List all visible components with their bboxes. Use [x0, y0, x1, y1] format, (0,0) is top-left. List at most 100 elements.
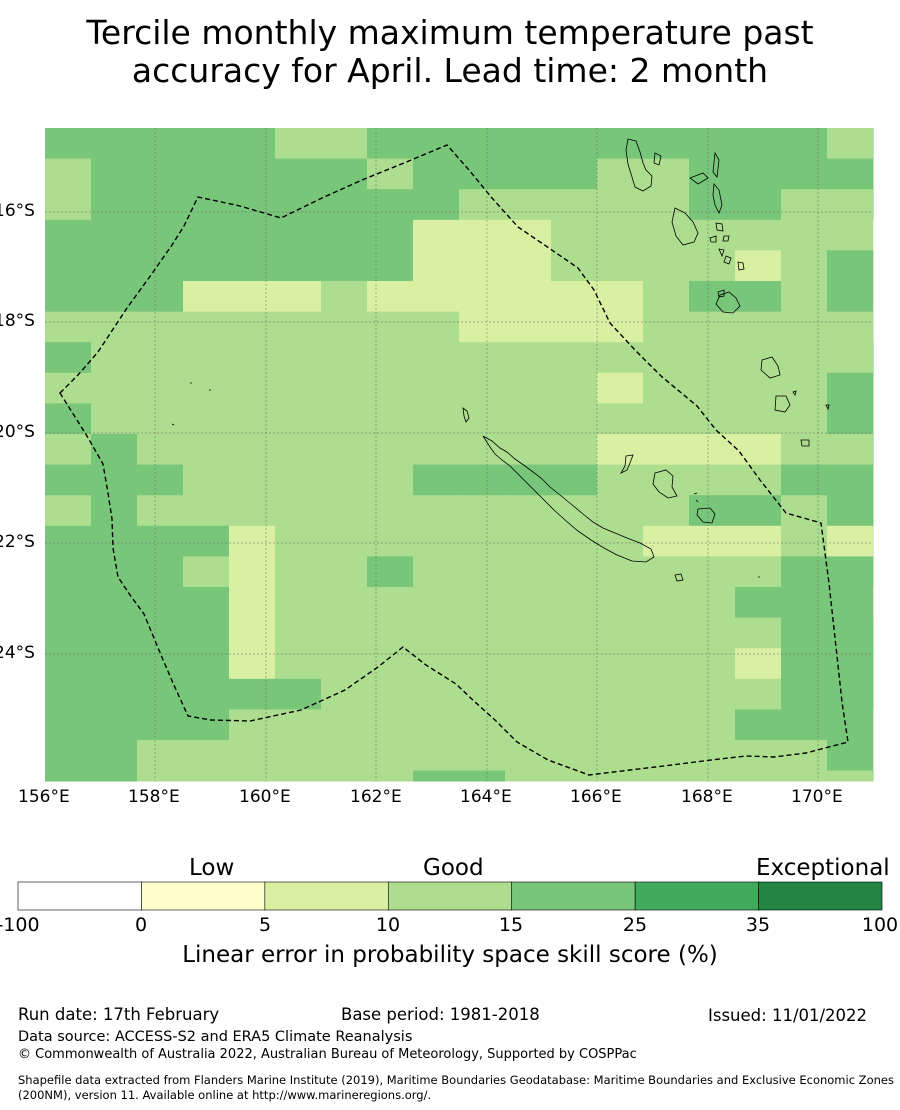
- grid-cell: [137, 158, 184, 190]
- grid-cell: [781, 678, 828, 710]
- grid-cell: [781, 617, 828, 649]
- grid-cell: [413, 250, 460, 282]
- grid-cell: [643, 311, 690, 343]
- grid-cell: [873, 740, 874, 772]
- grid-cell: [413, 648, 460, 680]
- grid-cell: [643, 372, 690, 404]
- map-title: Tercile monthly maximum temperature past…: [0, 14, 900, 90]
- grid-cell: [137, 342, 184, 374]
- grid-cell: [137, 678, 184, 710]
- grid-cell: [229, 648, 276, 680]
- grid-cell: [689, 250, 736, 282]
- grid-cell: [275, 434, 322, 466]
- grid-cell: [183, 311, 230, 343]
- grid-cell: [229, 770, 276, 782]
- grid-cell: [643, 740, 690, 772]
- pentecost-coastline: [712, 151, 720, 178]
- grid-cell: [551, 740, 598, 772]
- grid-cell: [459, 617, 506, 649]
- grid-cell: [643, 648, 690, 680]
- grid-cell: [505, 128, 552, 160]
- grid-cell: [459, 250, 506, 282]
- grid-cell: [505, 495, 552, 527]
- grid-cell: [873, 617, 874, 649]
- grid-cell: [137, 617, 184, 649]
- grid-cell: [735, 556, 782, 588]
- grid-cell: [459, 281, 506, 313]
- grid-cell: [827, 740, 874, 772]
- grid-cell: [689, 372, 736, 404]
- grid-cell: [781, 525, 828, 557]
- grid-cell: [781, 128, 828, 160]
- grid-cell: [781, 403, 828, 435]
- grid-cell: [321, 250, 368, 282]
- grid-cell: [735, 250, 782, 282]
- grid-cell: [735, 219, 782, 251]
- grid-cell: [229, 128, 276, 160]
- grid-cell: [689, 587, 736, 619]
- grid-cell: [91, 403, 138, 435]
- copyright: © Commonwealth of Australia 2022, Austra…: [18, 1047, 637, 1062]
- grid-cell: [505, 709, 552, 741]
- colorbar-tick-4: 15: [498, 914, 524, 936]
- grid-cell: [183, 342, 230, 374]
- grid-cell: [183, 495, 230, 527]
- grid-cell: [827, 464, 874, 496]
- grid-cell: [321, 128, 368, 160]
- lon-tick-2: 160°E: [239, 787, 291, 807]
- grid-cell: [91, 434, 138, 466]
- grid-cell: [229, 434, 276, 466]
- grid-cell: [459, 770, 506, 782]
- grid-cell: [643, 281, 690, 313]
- grid-cell: [275, 158, 322, 190]
- grid-cell: [873, 281, 874, 313]
- grid-cell: [873, 525, 874, 557]
- grid-cell: [781, 648, 828, 680]
- colorbar-tick-3: 10: [375, 914, 401, 936]
- grid-cell: [321, 219, 368, 251]
- grid-cell: [505, 648, 552, 680]
- grid-cell: [367, 128, 414, 160]
- grid-cell: [551, 372, 598, 404]
- grid-cell: [91, 678, 138, 710]
- grid-cell: [321, 434, 368, 466]
- grid-cell: [643, 525, 690, 557]
- grid-cell: [735, 709, 782, 741]
- grid-cell: [367, 556, 414, 588]
- grid-cell: [459, 372, 506, 404]
- lat-tick-4: 24°S: [0, 643, 35, 663]
- grid-cell: [91, 617, 138, 649]
- grid-cell: [183, 372, 230, 404]
- grid-cell: [827, 158, 874, 190]
- grid-cell: [873, 219, 874, 251]
- grid-cell: [45, 158, 92, 190]
- grid-cell: [137, 372, 184, 404]
- grid-cell: [505, 525, 552, 557]
- grid-cell: [781, 281, 828, 313]
- grid-cell: [321, 158, 368, 190]
- grid-cell: [643, 587, 690, 619]
- grid-cell: [275, 128, 322, 160]
- grid-cell: [91, 189, 138, 221]
- grid-cell: [735, 434, 782, 466]
- hunter-matthew-coastline: [760, 356, 781, 379]
- grid-cell: [45, 648, 92, 680]
- grid-cell: [873, 342, 874, 374]
- colorbar-tick-6: 35: [745, 914, 771, 936]
- grid-cell: [91, 342, 138, 374]
- grid-cell: [229, 709, 276, 741]
- colorbar-swatch: [634, 881, 759, 911]
- grid-cell: [367, 189, 414, 221]
- grid-cell: [597, 740, 644, 772]
- grid-cell: [137, 525, 184, 557]
- grid-cell: [551, 281, 598, 313]
- grid-cell: [367, 617, 414, 649]
- grid-cell: [137, 311, 184, 343]
- grid-cell: [183, 770, 230, 782]
- grid-cell: [459, 556, 506, 588]
- title-line-1: Tercile monthly maximum temperature past: [86, 13, 814, 52]
- grid-cell: [643, 219, 690, 251]
- grid-cell: [367, 311, 414, 343]
- grid-cell: [551, 128, 598, 160]
- grid-cell: [413, 158, 460, 190]
